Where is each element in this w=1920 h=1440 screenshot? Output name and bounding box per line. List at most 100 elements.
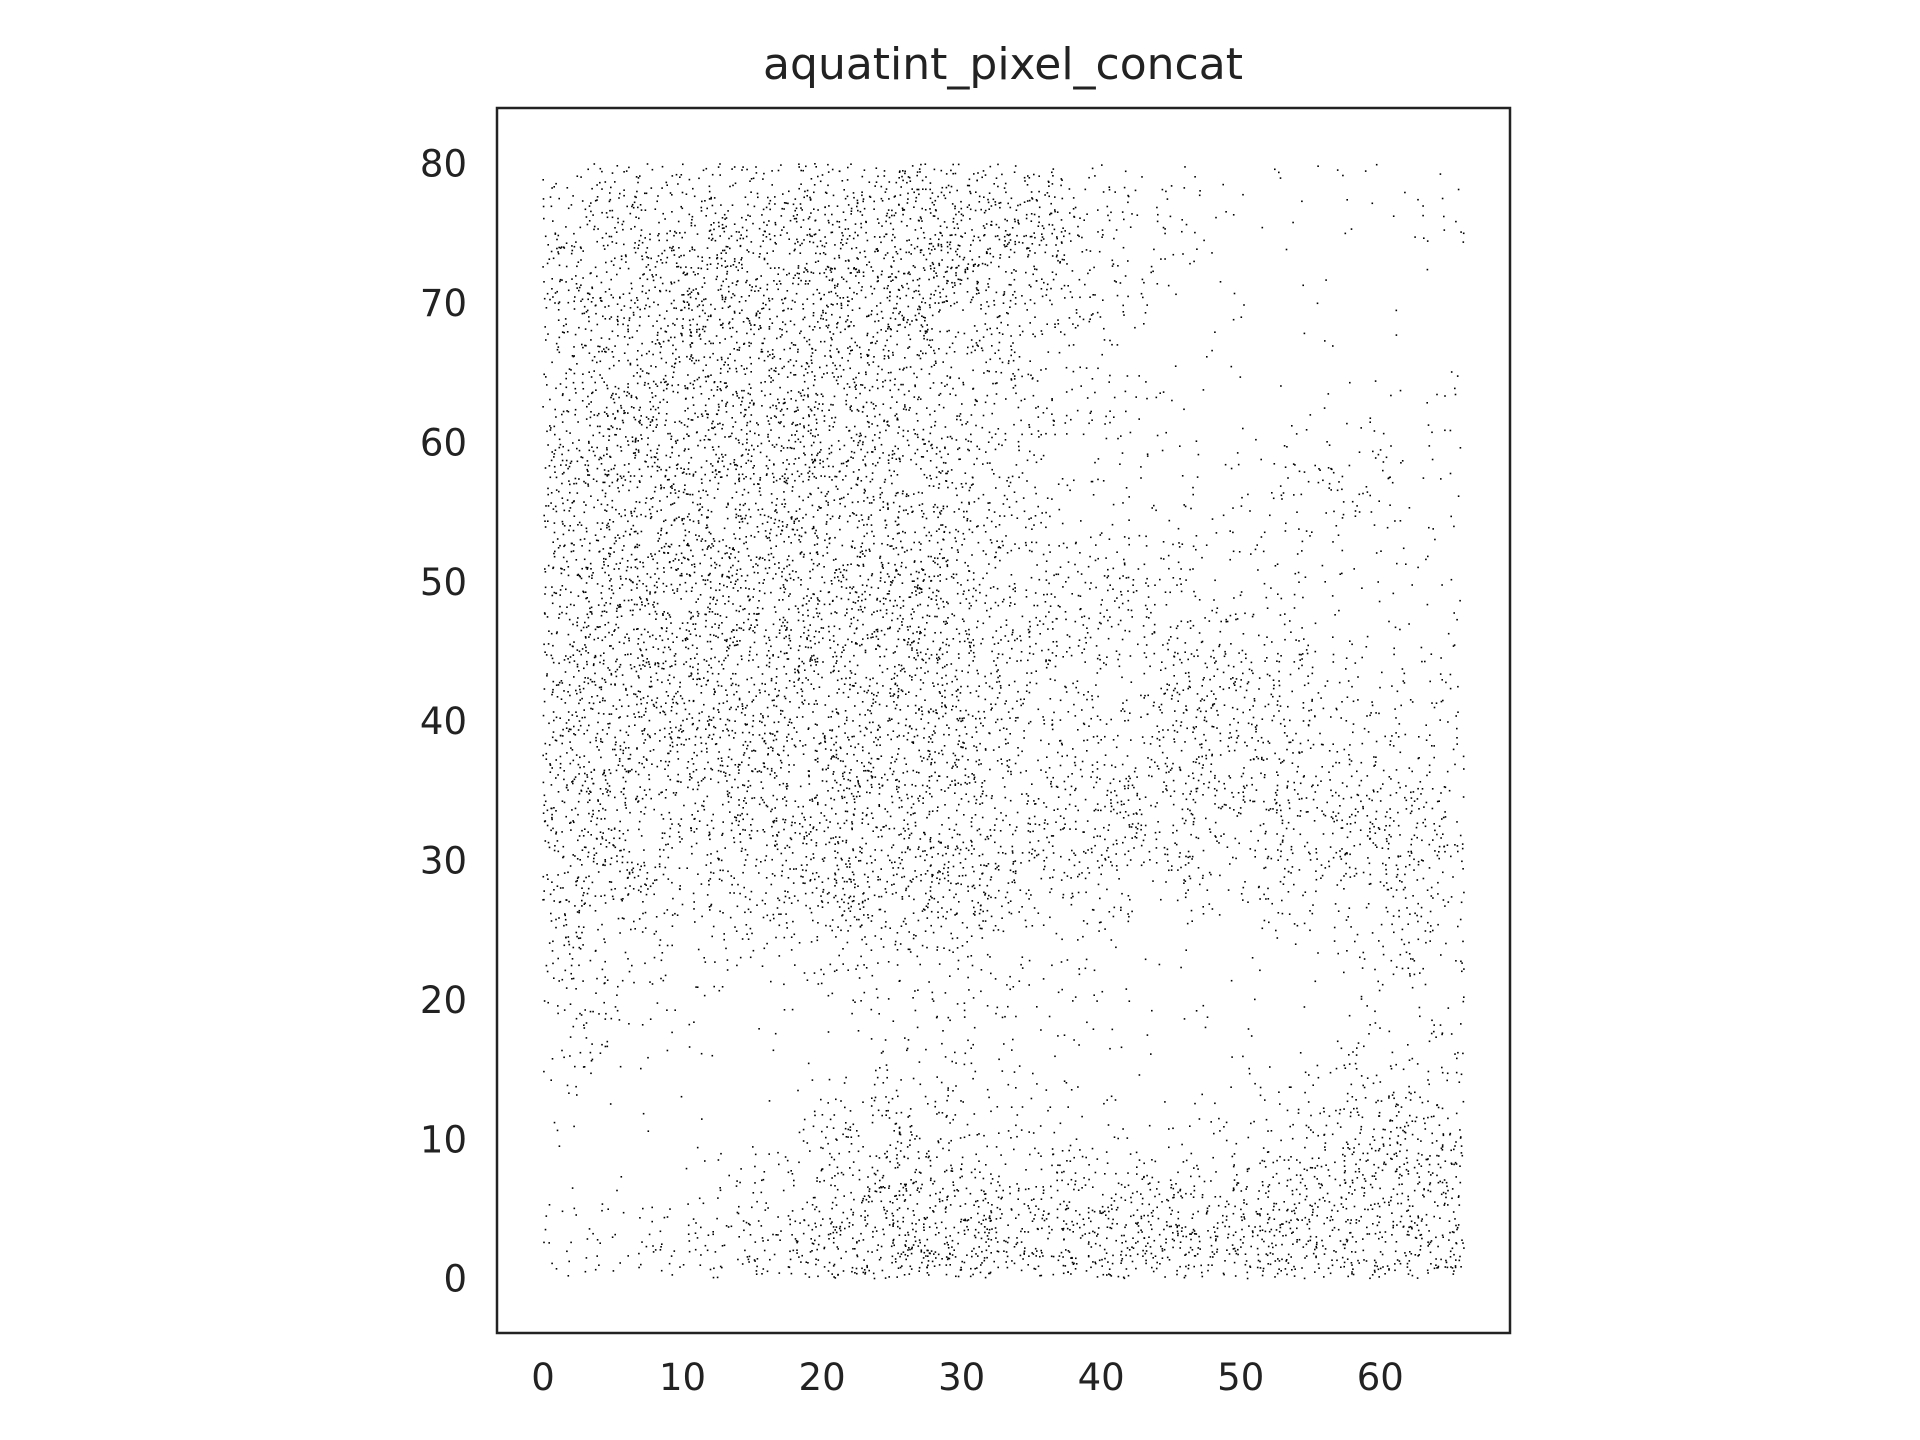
- data-point: [907, 732, 910, 734]
- data-point: [667, 695, 669, 697]
- data-point: [855, 384, 857, 386]
- data-point: [652, 405, 655, 408]
- data-point: [579, 1012, 581, 1015]
- data-point: [1260, 1208, 1262, 1210]
- data-point: [817, 599, 819, 601]
- data-point: [1087, 1255, 1090, 1257]
- data-point: [812, 293, 815, 296]
- data-point: [1411, 701, 1414, 703]
- data-point: [1230, 467, 1233, 470]
- data-point: [807, 217, 810, 220]
- data-point: [849, 625, 851, 628]
- data-point: [861, 822, 863, 824]
- data-point: [1000, 371, 1003, 374]
- data-point: [781, 575, 783, 578]
- data-point: [1414, 1254, 1417, 1256]
- data-point: [1021, 375, 1023, 378]
- data-point: [789, 371, 792, 374]
- data-point: [959, 283, 962, 285]
- data-point: [768, 536, 770, 539]
- data-point: [689, 334, 692, 337]
- data-point: [1028, 898, 1030, 900]
- data-point: [962, 381, 964, 384]
- data-point: [963, 814, 965, 816]
- data-point: [1281, 1258, 1283, 1261]
- data-point: [989, 1271, 992, 1274]
- data-point: [552, 827, 554, 830]
- data-point: [582, 277, 584, 279]
- data-point: [1062, 586, 1064, 588]
- data-point: [962, 532, 965, 535]
- data-point: [881, 317, 884, 319]
- data-point: [1065, 414, 1068, 417]
- data-point: [1446, 844, 1449, 846]
- data-point: [880, 938, 882, 940]
- data-point: [789, 640, 792, 642]
- data-point: [942, 505, 945, 508]
- data-point: [703, 356, 706, 358]
- data-point: [1456, 375, 1459, 377]
- data-point: [1224, 1206, 1227, 1208]
- data-point: [1098, 621, 1101, 624]
- data-point: [1077, 891, 1080, 894]
- data-point: [1191, 813, 1194, 816]
- data-point: [739, 764, 741, 766]
- data-point: [615, 769, 618, 772]
- data-point: [937, 901, 939, 903]
- data-point: [989, 252, 992, 255]
- data-point: [639, 368, 642, 370]
- data-point: [886, 1150, 888, 1153]
- data-point: [621, 899, 623, 902]
- data-point: [956, 253, 958, 256]
- data-point: [947, 861, 950, 863]
- data-point: [685, 637, 688, 639]
- data-point: [1429, 1241, 1432, 1244]
- data-point: [1386, 811, 1388, 813]
- data-point: [899, 943, 902, 945]
- data-point: [672, 792, 675, 794]
- data-point: [807, 646, 810, 649]
- data-point: [706, 247, 709, 249]
- data-point: [1013, 351, 1016, 354]
- data-point: [953, 829, 956, 831]
- data-point: [1042, 1192, 1045, 1194]
- data-point: [576, 663, 579, 666]
- data-point: [723, 771, 725, 773]
- data-point: [676, 636, 678, 638]
- data-point: [712, 545, 715, 547]
- data-point: [891, 861, 893, 864]
- data-point: [1146, 453, 1149, 455]
- data-point: [793, 323, 796, 326]
- data-point: [580, 259, 582, 261]
- data-point: [894, 246, 896, 248]
- data-point: [677, 831, 680, 833]
- data-point: [610, 683, 612, 686]
- data-point: [1206, 1211, 1208, 1214]
- data-point: [1117, 1275, 1120, 1278]
- data-point: [800, 579, 802, 581]
- data-point: [630, 589, 633, 591]
- data-point: [751, 797, 753, 800]
- data-point: [1202, 913, 1205, 915]
- data-point: [617, 410, 619, 413]
- data-point: [797, 899, 799, 902]
- data-point: [747, 251, 750, 253]
- data-point: [1252, 705, 1254, 707]
- data-point: [912, 297, 914, 299]
- data-point: [943, 194, 945, 197]
- data-point: [892, 1242, 894, 1244]
- data-point: [1214, 1231, 1216, 1233]
- data-point: [741, 847, 743, 850]
- data-point: [797, 348, 799, 351]
- data-point: [584, 677, 586, 679]
- data-point: [944, 804, 946, 806]
- data-point: [661, 627, 663, 630]
- data-point: [1335, 791, 1337, 794]
- data-point: [987, 248, 989, 251]
- data-point: [988, 1228, 991, 1231]
- data-point: [627, 1255, 629, 1257]
- data-point: [989, 165, 992, 168]
- data-point: [696, 503, 699, 506]
- data-point: [1142, 296, 1144, 299]
- data-point: [1180, 1195, 1182, 1197]
